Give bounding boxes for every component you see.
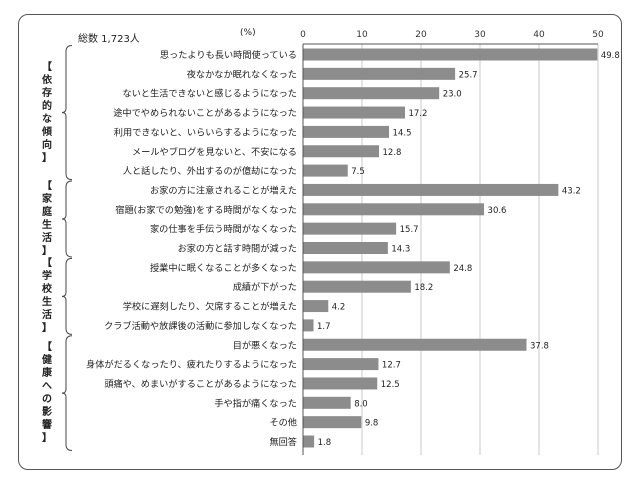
bar: [303, 280, 411, 293]
category-label: 家の仕事を手伝う時間がなくなった: [150, 223, 297, 235]
bar: [303, 48, 598, 61]
category-label: 思ったよりも長い時間使っている: [160, 49, 297, 61]
group-label: 【家庭生活】: [42, 180, 52, 257]
value-label: 18.2: [414, 283, 433, 293]
value-label: 14.3: [391, 245, 410, 255]
bar: [303, 435, 315, 448]
value-label: 12.7: [382, 361, 401, 371]
value-label: 49.8: [601, 51, 620, 61]
value-label: 12.5: [381, 380, 400, 390]
bar: [303, 87, 440, 100]
total-respondents: 総数 1,723人: [78, 34, 140, 45]
value-label: 9.8: [365, 419, 379, 429]
category-label: その他: [269, 417, 297, 429]
category-label: 身体がだるくなったり、疲れたりするようになった: [86, 359, 297, 371]
bar: [303, 358, 379, 371]
group-label: 【依存的な傾向】: [42, 61, 52, 164]
axis-unit: (%): [240, 28, 256, 38]
value-label: 1.8: [318, 438, 332, 448]
bar: [303, 183, 559, 196]
bar: [303, 261, 450, 274]
category-label: クラブ活動や放課後の活動に参加しなくなった: [104, 320, 297, 332]
group-label: 【学校生活】: [42, 258, 52, 335]
category-label: 授業中に眠くなることが多くなった: [150, 262, 297, 274]
category-label: 学校に遅刻したり、欠席することが増えた: [123, 301, 297, 313]
value-label: 43.2: [562, 186, 581, 196]
chart-frame: [18, 14, 622, 470]
group-label: 【健康への影響】: [42, 342, 52, 445]
bar: [303, 338, 527, 351]
category-label: メールやブログを見ないと、不安になる: [132, 146, 297, 158]
bar: [303, 125, 390, 138]
group-bracket: [61, 45, 73, 181]
x-tick-label: 20: [415, 30, 427, 40]
value-label: 25.7: [459, 70, 478, 80]
bar: [303, 203, 485, 216]
category-label: 頭痛や、めまいがすることがあるようになった: [104, 378, 297, 390]
category-label: 無回答: [269, 436, 297, 448]
x-tick-label: 50: [592, 30, 604, 40]
category-label: 利用できないと、いらいらするようになった: [114, 126, 297, 138]
value-label: 30.6: [488, 206, 507, 216]
bar: [303, 242, 388, 254]
bar: [303, 164, 348, 177]
category-label: お家の方と話す時間が減った: [178, 243, 297, 255]
bar: [303, 377, 378, 390]
value-label: 24.8: [453, 264, 472, 274]
x-tick-label: 30: [474, 30, 486, 40]
bar: [303, 106, 405, 119]
value-label: 23.0: [443, 90, 462, 100]
bar: [303, 67, 456, 80]
bar: [303, 396, 351, 409]
group-bracket: [61, 335, 73, 451]
bar: [303, 319, 314, 332]
bar: [303, 222, 397, 235]
value-label: 4.2: [332, 303, 346, 313]
group-bracket: [61, 180, 73, 258]
category-label: ないと生活できないと感じるようになった: [122, 88, 297, 100]
group-bracket: [61, 257, 73, 335]
category-label: 宿題(お家での勉強)をする時間がなくなった: [115, 204, 297, 216]
category-label: 成績が下がった: [233, 281, 297, 293]
x-tick-label: 40: [533, 30, 545, 40]
category-label: 目が悪くなった: [233, 339, 297, 351]
category-label: 人と話したり、外出するのが億劫になった: [123, 165, 297, 177]
category-label: 途中でやめられないことがあるようになった: [113, 107, 297, 119]
value-label: 7.5: [351, 167, 365, 177]
value-label: 8.0: [354, 399, 368, 409]
category-label: お家の方に注意されることが増えた: [150, 184, 297, 196]
value-label: 14.5: [393, 128, 412, 138]
value-label: 15.7: [400, 225, 419, 235]
value-label: 12.8: [383, 148, 402, 158]
value-label: 1.7: [317, 322, 331, 332]
category-label: 手や指が痛くなった: [214, 397, 297, 409]
bar: [303, 145, 380, 158]
x-tick-label: 0: [300, 30, 306, 40]
category-label: 夜なかなか眠れなくなった: [187, 68, 297, 80]
bar: [303, 300, 329, 313]
value-label: 17.2: [408, 109, 427, 119]
x-tick-label: 10: [356, 30, 368, 40]
value-label: 37.8: [530, 341, 549, 351]
bar: [303, 416, 362, 429]
